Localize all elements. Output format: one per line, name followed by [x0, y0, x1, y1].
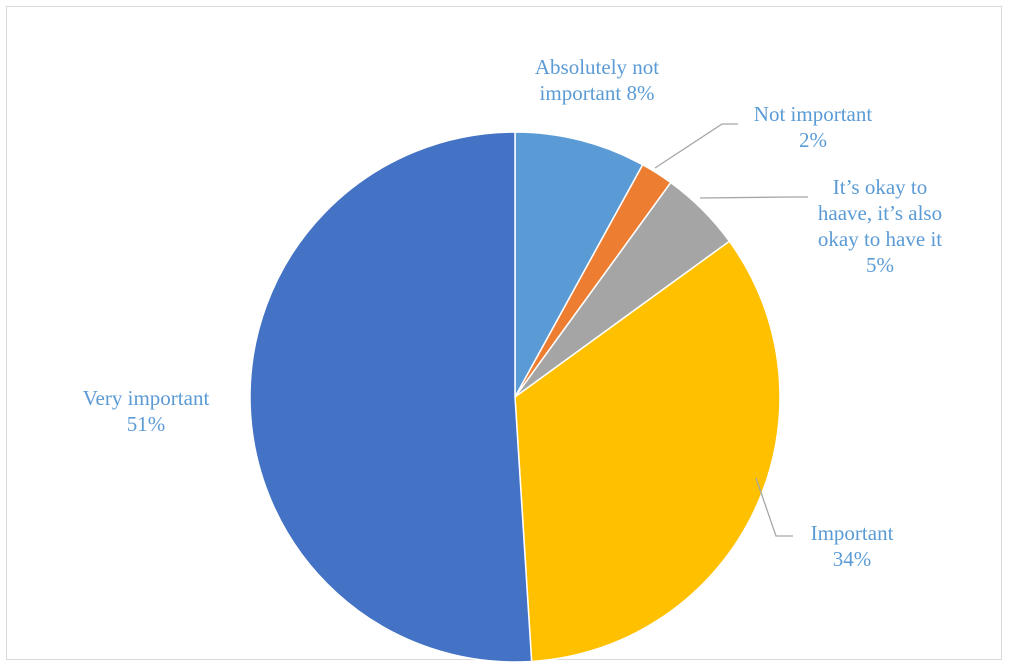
data-label-very-important: Very important 51%: [83, 386, 210, 436]
leader-line-its-okay-to-haave-its-also-okay-to-have-it: [699, 196, 808, 199]
data-label-line: Important: [811, 521, 894, 545]
pie-slice-important: [514, 240, 781, 663]
data-label-not-important: Not important 2%: [754, 102, 873, 152]
data-label-line: Absolutely not: [535, 55, 659, 79]
data-label-line: haave, it’s also: [818, 201, 942, 225]
pie-slice-absolutely-not-important: [514, 131, 644, 398]
data-label-line: 5%: [866, 253, 894, 277]
data-label-line: It’s okay to: [833, 175, 928, 199]
leader-line-important: [755, 477, 793, 537]
data-label-its-okay-to-haave-its-also-okay-to-have-it: It’s okay to haave, it’s also okay to have…: [818, 175, 942, 277]
pie-slice-very-important: [249, 131, 533, 663]
data-label-line: okay to have it: [818, 227, 942, 251]
data-label-line: 2%: [799, 128, 827, 152]
data-label-important: Important 34%: [811, 521, 894, 571]
data-label-line: Not important: [754, 102, 873, 126]
data-label-line: important 8%: [540, 81, 655, 105]
data-label-line: 34%: [833, 547, 872, 571]
leader-line-not-important: [654, 123, 738, 169]
data-label-line: Very important: [83, 386, 210, 410]
data-label-line: 51%: [127, 412, 166, 436]
data-label-absolutely-not-important: Absolutely not important 8%: [535, 55, 659, 105]
